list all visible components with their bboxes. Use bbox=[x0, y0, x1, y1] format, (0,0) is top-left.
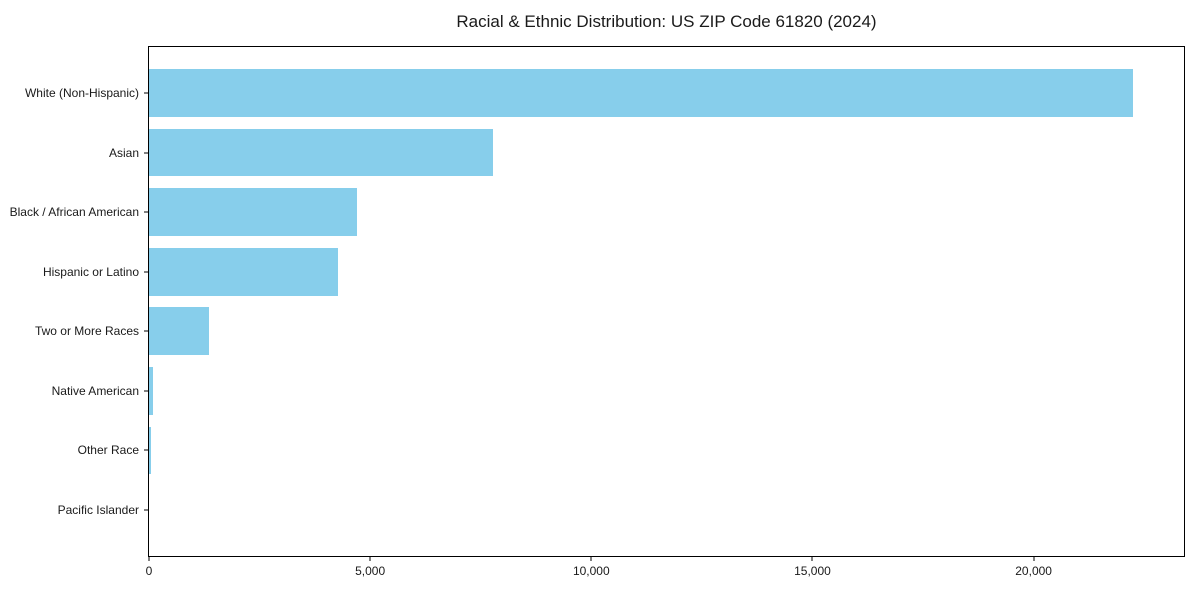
y-tick-label: Two or More Races bbox=[34, 324, 139, 339]
plot-area bbox=[148, 46, 1185, 557]
y-tick-label: Pacific Islander bbox=[57, 502, 139, 517]
bar bbox=[149, 247, 338, 296]
y-tick-label: Asian bbox=[108, 145, 139, 160]
bar bbox=[149, 188, 357, 236]
x-tick-mark bbox=[369, 557, 371, 561]
y-tick-mark bbox=[144, 390, 148, 392]
x-tick-mark bbox=[811, 557, 813, 561]
y-tick-mark bbox=[144, 449, 148, 451]
y-tick-label: Black / African American bbox=[9, 205, 139, 220]
chart-title: Racial & Ethnic Distribution: US ZIP Cod… bbox=[456, 12, 877, 31]
x-tick-mark bbox=[590, 557, 592, 561]
y-tick-mark bbox=[144, 330, 148, 332]
x-tick-label: 15,000 bbox=[794, 564, 831, 578]
x-tick-label: 10,000 bbox=[572, 564, 610, 578]
bar bbox=[149, 367, 153, 415]
bar bbox=[149, 69, 1133, 117]
x-tick-label: 5,000 bbox=[355, 564, 386, 578]
y-tick-mark bbox=[144, 152, 148, 154]
bar bbox=[149, 307, 209, 356]
x-tick-label: 0 bbox=[145, 564, 153, 578]
y-tick-mark bbox=[144, 271, 148, 273]
x-tick-mark bbox=[148, 557, 150, 561]
y-tick-label: Hispanic or Latino bbox=[42, 264, 139, 279]
y-tick-label: Native American bbox=[51, 383, 139, 398]
y-tick-mark bbox=[144, 211, 148, 213]
bar bbox=[149, 128, 493, 177]
x-tick-mark bbox=[1033, 557, 1035, 561]
y-tick-mark bbox=[144, 509, 148, 511]
x-tick-label: 20,000 bbox=[1015, 564, 1052, 578]
bar bbox=[149, 426, 151, 475]
y-tick-label: Other Race bbox=[77, 443, 139, 458]
y-tick-label: White (Non-Hispanic) bbox=[24, 86, 139, 101]
y-tick-mark bbox=[144, 92, 148, 94]
